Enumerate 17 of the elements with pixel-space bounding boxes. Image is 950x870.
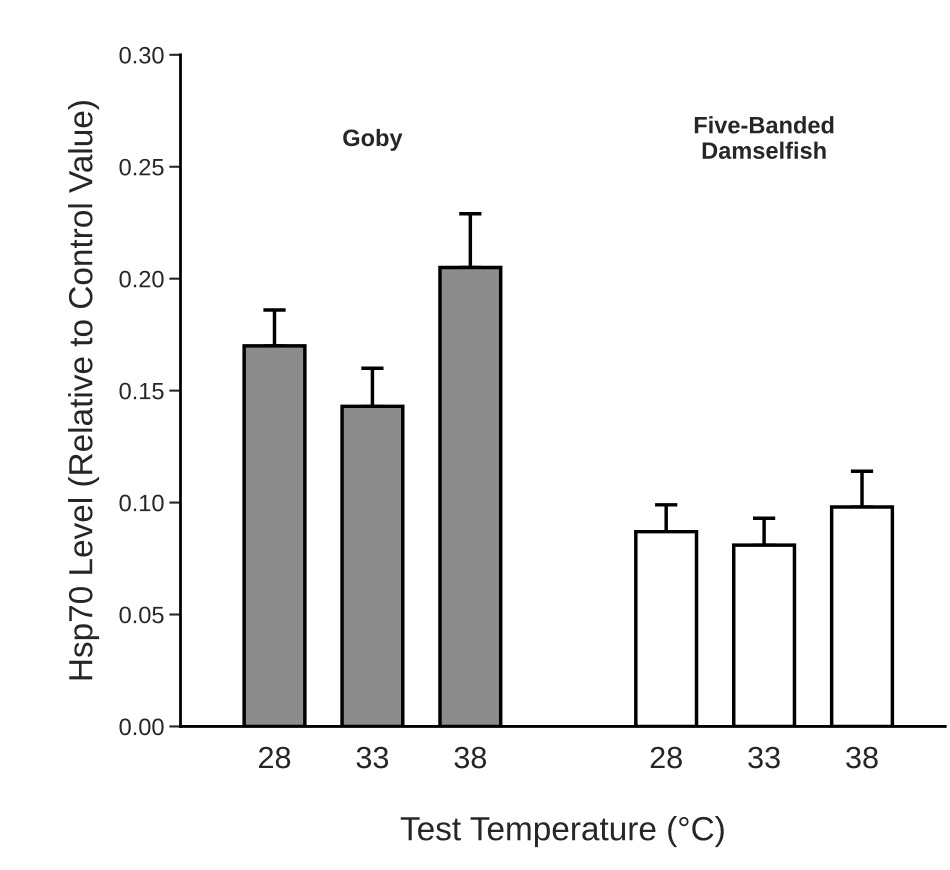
y-tick-label: 0.20 bbox=[120, 270, 164, 288]
x-tick-label: 38 bbox=[846, 746, 878, 768]
y-tick-label: 0.25 bbox=[120, 158, 164, 176]
y-tick-label: 0.00 bbox=[120, 718, 164, 736]
x-tick-label: 28 bbox=[259, 746, 290, 768]
x-tick-label: 28 bbox=[650, 746, 682, 768]
y-tick-label: 0.30 bbox=[120, 46, 164, 64]
y-tick-label: 0.15 bbox=[120, 382, 164, 400]
y-axis-title: Hsp70 Level (Relative to Control Value) bbox=[68, 101, 100, 680]
x-tick-label: 33 bbox=[748, 746, 780, 768]
y-tick-label: 0.05 bbox=[120, 606, 164, 624]
x-tick-label: 38 bbox=[454, 746, 486, 768]
annotation: Five-Banded Damselfish bbox=[694, 116, 834, 159]
x-tick-label: 33 bbox=[356, 746, 388, 768]
annotation: Goby bbox=[343, 128, 402, 151]
x-axis-title: Test Temperature (°C) bbox=[400, 816, 724, 848]
y-tick-label: 0.10 bbox=[120, 494, 164, 512]
